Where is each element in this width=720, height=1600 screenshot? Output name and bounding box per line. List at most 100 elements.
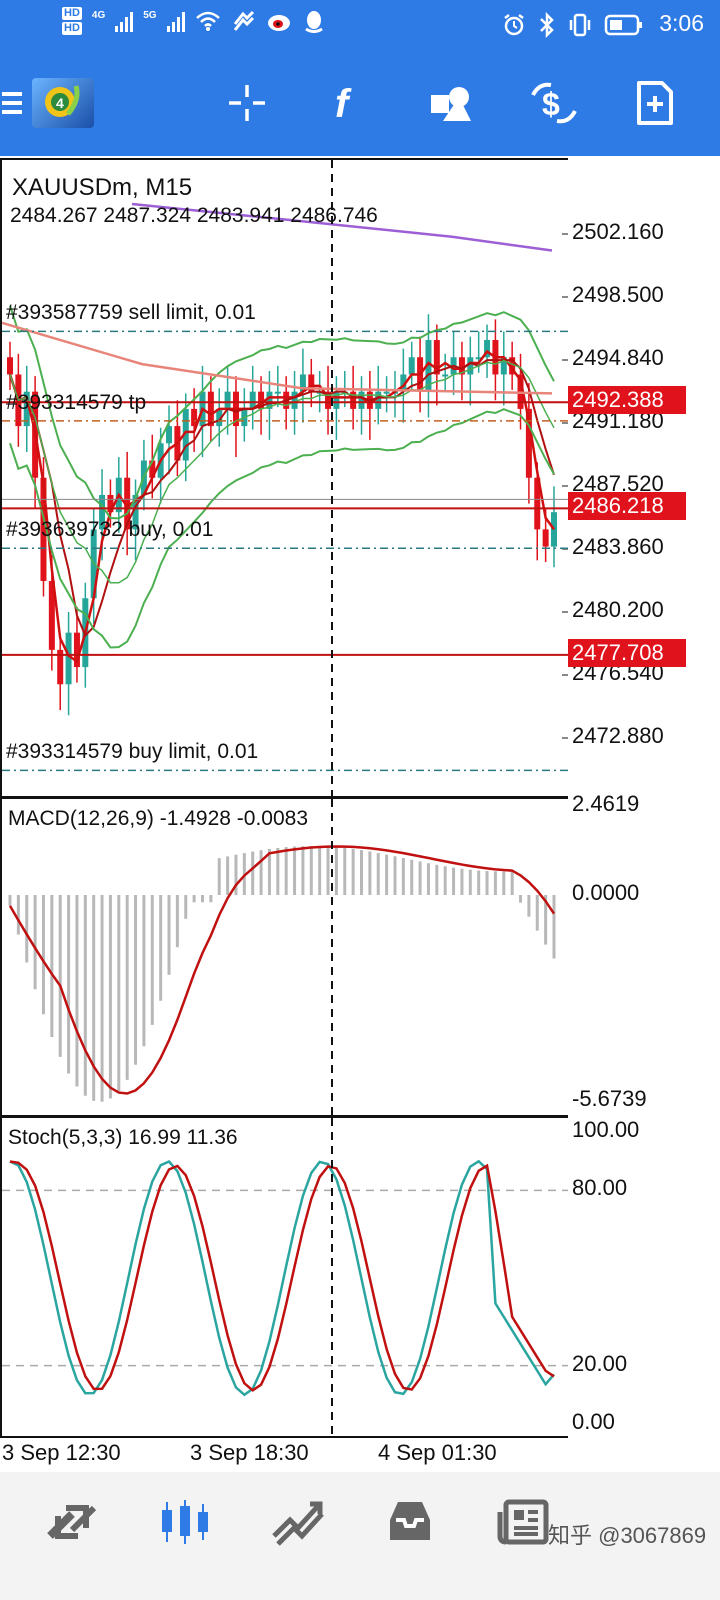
macd-axis-label: -5.6739 [572,1086,647,1111]
candle-body [48,581,55,650]
status-time: 3:06 [659,10,704,36]
candle-body [525,408,532,478]
candle-body [375,391,382,409]
candle-body [191,408,198,427]
svg-text:f: f [335,82,352,125]
candle-body [433,340,440,375]
stoch-k-line [9,1159,555,1397]
stoch-axis-label: 80.00 [572,1175,628,1201]
alarm-icon [504,14,524,36]
order-label: #393314579 tp [6,390,147,414]
price-axis-label: 2483.860 [572,534,664,559]
stoch-d-line [9,1160,555,1392]
svg-text:$: $ [542,86,560,122]
quotes-icon[interactable] [44,1494,100,1550]
trade-icon[interactable]: $ [526,78,582,128]
candle-body [249,391,256,409]
price-axis: 2502.160 2498.500 2494.840 2491.180 2487.520… [566,158,720,798]
candle-body [65,632,72,685]
price-axis-label: 2480.200 [572,597,664,622]
link-icon [233,10,254,31]
candle-body [166,426,173,444]
bollinger-upper [9,305,555,520]
ohlc-label: 2484.267 2487.324 2483.941 2486.746 [10,204,378,227]
history-icon[interactable] [382,1494,438,1550]
main-chart-panel[interactable]: XAUUSDm, M15 2484.267 2487.324 2483.941 … [0,158,568,798]
trade-nav-icon[interactable] [270,1494,326,1550]
candle-body [484,340,491,358]
candle-body [551,512,557,547]
candle-body [358,391,365,409]
time-axis: 3 Sep 12:30 3 Sep 18:30 4 Sep 01:30 [0,1436,720,1472]
candle-body [350,391,357,409]
stoch-panel[interactable]: Stoch(5,3,3) 16.99 11.36 [0,1116,568,1438]
price-tag: 2477.708 [568,638,686,667]
metatrader-logo-icon[interactable]: 4 [32,78,94,128]
candle-body [333,391,340,409]
candle-body [182,408,189,461]
candle-body [266,391,273,409]
candle-body [383,391,390,394]
menu-icon[interactable] [0,78,24,128]
crosshair-icon[interactable] [222,78,272,128]
qq-icon [304,11,323,33]
candle-body [132,494,139,530]
candle-body [7,357,13,375]
candle-body [534,477,541,530]
status-left: HD HD 4G 5G [62,6,325,36]
price-tag: 2492.388 [568,386,686,415]
macd-axis-label: 0.0000 [572,880,640,905]
main-chart-canvas[interactable] [2,160,568,796]
stoch-axis-label: 0.00 [572,1409,615,1434]
indicator-f-icon[interactable]: f [322,78,372,128]
candle-body [425,340,432,392]
status-right [502,12,644,38]
chart-icon[interactable] [158,1494,214,1550]
bluetooth-icon [540,12,554,38]
symbol-label: XAUUSDm, M15 [12,174,193,201]
svg-text:4: 4 [56,95,64,111]
macd-axis-label: 2.4619 [572,790,640,816]
bollinger-lower [9,408,555,649]
candle-body [107,494,114,513]
stoch-axis-label: 100.00 [572,1117,640,1142]
price-axis-label: 2494.840 [572,345,664,370]
candle-body [23,391,30,427]
macd-canvas [8,799,556,1115]
watermark: 知乎 @3067869 [548,1523,707,1548]
candle-body [542,529,549,547]
macd-title: MACD(12,26,9) -1.4928 -0.0083 [8,807,308,830]
battery-icon [604,14,642,36]
candle-body [40,477,47,582]
new-document-icon[interactable] [630,78,680,128]
time-axis-label: 4 Sep 01:30 [378,1440,497,1465]
bottom-nav: 知乎 @3067869 [0,1472,720,1600]
net1-label: 4G [91,9,106,21]
candle-body [408,357,415,375]
candle-body [500,357,507,375]
candle-body [57,649,64,685]
stoch-title: Stoch(5,3,3) 16.99 11.36 [8,1126,238,1149]
candle-body [258,391,265,409]
candle-body [400,374,407,392]
hd1-label: HD [62,7,82,20]
stoch-canvas [2,1118,568,1436]
vibrate-icon [569,13,591,37]
candle-body [458,357,465,375]
price-axis-label: 2502.160 [572,219,664,244]
price-axis-label: 2498.500 [572,282,664,307]
candle-body [442,374,449,377]
candle-body [124,477,131,530]
net2-label: 5G [143,9,157,21]
wifi-icon [195,11,220,31]
signal-icon [115,10,134,32]
order-label: #393639732 buy, 0.01 [6,518,214,542]
macd-signal-line [8,845,556,1095]
news-icon[interactable] [496,1494,552,1550]
macd-panel[interactable]: MACD(12,26,9) -1.4928 -0.0083 [0,797,568,1117]
objects-icon[interactable] [426,78,476,128]
signal-icon-2 [166,10,185,32]
candle-body [216,408,223,427]
candle-body [224,391,231,409]
price-tag: 2486.218 [568,492,686,521]
